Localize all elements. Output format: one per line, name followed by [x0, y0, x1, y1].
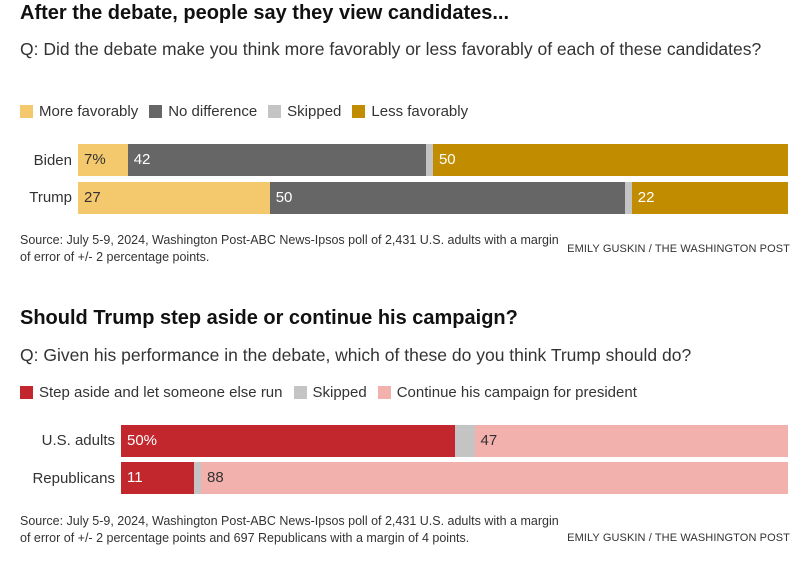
chart-2-title: Should Trump step aside or continue his … [20, 307, 518, 329]
data-label: 7% [84, 151, 106, 168]
bar-segment-continue-his-campaign-for-president: 88 [201, 462, 788, 494]
legend-item-step-aside-and-let-someone-else-run: Step aside and let someone else run [20, 384, 283, 401]
bar-segment-no-difference: 50 [269, 182, 625, 214]
data-label: 50 [438, 151, 456, 168]
data-label: 11 [127, 469, 143, 486]
bar-segment-skipped [454, 425, 475, 457]
legend-label: Step aside and let someone else run [39, 384, 283, 401]
legend-label: Skipped [287, 103, 342, 120]
chart-2-legend: Step aside and let someone else run Skipp… [20, 384, 648, 401]
bar-segment-less-favorably: 22 [631, 182, 788, 214]
legend-swatch [352, 105, 366, 118]
chart-1-row-label-1: Trump [29, 189, 72, 206]
legend-swatch [377, 386, 391, 399]
legend-swatch [20, 105, 33, 118]
chart-1-credit: EMILY GUSKIN / THE WASHINGTON POST [567, 243, 790, 255]
legend-swatch [20, 386, 33, 399]
data-label: 47 [480, 432, 498, 449]
legend-label: Less favorably [371, 103, 469, 120]
bar-segment-less-favorably: 50 [432, 144, 788, 176]
chart-2-question: Q: Given his performance in the debate, … [20, 345, 692, 365]
chart-1-bar-trump: 27 50 22 [78, 182, 788, 214]
legend-label: More favorably [39, 103, 139, 120]
bar-segment-no-difference: 42 [127, 144, 426, 176]
legend-item-more-favorably: More favorably [20, 103, 138, 120]
bar-segment-skipped [624, 182, 632, 214]
legend-item-skipped: Skipped [268, 103, 341, 120]
legend-item-skipped: Skipped [293, 384, 367, 401]
chart-1-row-label-0: Biden [33, 152, 72, 169]
chart-2-source: Source: July 5-9, 2024, Washington Post-… [20, 514, 559, 545]
legend-item-less-favorably: Less favorably [352, 103, 468, 120]
chart-2-row-label-1: Republicans [32, 470, 115, 487]
legend-item-no-difference: No difference [149, 103, 257, 120]
data-label: 50% [127, 432, 158, 449]
chart-1-source: Source: July 5-9, 2024, Washington Post-… [20, 233, 559, 264]
data-label: 22 [637, 189, 655, 206]
bar-segment-skipped [425, 144, 433, 176]
legend-item-continue-his-campaign-for-president: Continue his campaign for president [377, 384, 637, 401]
bar-segment-more-favorably: 27 [78, 182, 270, 214]
bar-segment-skipped [194, 462, 202, 494]
chart-1-title: After the debate, people say they view c… [20, 2, 510, 24]
chart-1-bar-biden: 7% 42 50 [78, 144, 788, 176]
legend-label: Continue his campaign for president [396, 384, 637, 401]
chart-1-legend: More favorably No difference Skipped Less f… [20, 103, 479, 120]
chart-1-question: Q: Did the debate make you think more fa… [20, 39, 762, 59]
legend-swatch [293, 386, 307, 399]
bar-segment-step-aside-and-let-someone-else-run: 11 [121, 462, 195, 494]
data-label: 27 [84, 189, 101, 206]
chart-2-bar-us-adults: 50% 47 [121, 425, 788, 457]
legend-swatch [149, 105, 163, 118]
bar-segment-more-favorably: 7% [78, 144, 128, 176]
chart-2-row-label-0: U.S. adults [41, 432, 115, 449]
data-label: 50 [275, 189, 293, 206]
legend-label: No difference [168, 103, 258, 120]
chart-2-bar-republicans: 11 88 [121, 462, 788, 494]
legend-label: Skipped [312, 384, 367, 401]
chart-2-credit: EMILY GUSKIN / THE WASHINGTON POST [567, 532, 790, 544]
bar-segment-step-aside-and-let-someone-else-run: 50% [121, 425, 455, 457]
legend-swatch [268, 105, 282, 118]
data-label: 42 [133, 151, 151, 168]
data-label: 88 [207, 469, 224, 486]
bar-segment-continue-his-campaign-for-president: 47 [474, 425, 788, 457]
